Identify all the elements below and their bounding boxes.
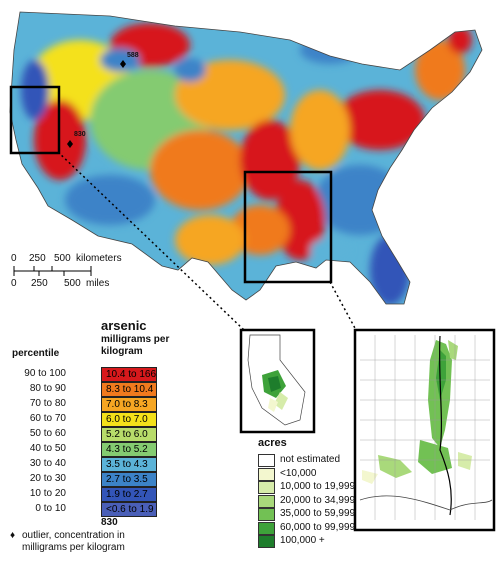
legend-swatch-2: 7.0 to 8.3 [101, 397, 157, 412]
inset-box-california [9, 85, 61, 155]
inset-mississippi [353, 328, 496, 532]
legend-range-7: 2.7 to 3.5 [106, 474, 148, 485]
legend-range-6: 3.5 to 4.3 [106, 459, 148, 470]
legend-percentile-5: 40 to 50 [29, 443, 66, 454]
us-arsenic-surface [10, 12, 482, 304]
legend-swatch-7: 2.7 to 3.5 [101, 472, 157, 487]
acres-label-5: 60,000 to 99,999 [280, 522, 356, 533]
acres-swatch-2 [258, 481, 275, 494]
acres-label-0: not estimated [280, 454, 341, 465]
legend-percentile-6: 30 to 40 [29, 458, 66, 469]
scale-km-label: kilometers [76, 253, 122, 264]
legend-percentile-4: 50 to 60 [29, 428, 66, 439]
legend-units-header: milligrams per kilogram [101, 334, 170, 357]
legend-percentile-3: 60 to 70 [29, 413, 66, 424]
acres-label-4: 35,000 to 59,999 [280, 508, 356, 519]
acres-label-3: 20,000 to 34,999 [280, 495, 356, 506]
scale-mi-250: 250 [31, 278, 48, 289]
legend-outlier-note: outlier, concentration in milligrams per… [22, 530, 125, 553]
legend-swatch-5: 4.3 to 5.2 [101, 442, 157, 457]
acres-swatch-4 [258, 508, 275, 521]
legend-range-9: <0.6 to 1.9 [106, 504, 154, 515]
legend-swatch-4: 5.2 to 6.0 [101, 427, 157, 442]
acres-swatch-5 [258, 522, 275, 535]
scale-km-250: 250 [29, 253, 46, 264]
legend-swatch-8: 1.9 to 2.7 [101, 487, 157, 502]
legend-percentile-0: 90 to 100 [24, 368, 66, 379]
scale-mi-label: miles [86, 278, 110, 289]
scale-bar [13, 266, 92, 276]
acres-legend-title: acres [258, 437, 287, 449]
acres-label-1: <10,000 [280, 468, 317, 479]
legend-swatch-9: <0.6 to 1.9 [101, 502, 157, 517]
acres-swatch-0 [258, 454, 275, 467]
acres-label-6: 100,000 + [280, 535, 325, 546]
scale-mi-0: 0 [11, 278, 17, 289]
legend-percentile-7: 20 to 30 [29, 473, 66, 484]
legend-swatch-6: 3.5 to 4.3 [101, 457, 157, 472]
legend-outlier-symbol: ♦ [10, 530, 16, 541]
acres-swatch-1 [258, 468, 275, 481]
legend-swatch-0: 10.4 to 166 [101, 367, 157, 382]
scale-km-0: 0 [11, 253, 17, 264]
legend-percentile-2: 70 to 80 [29, 398, 66, 409]
outlier-marker-2 [67, 140, 73, 148]
us-outline [9, 11, 483, 305]
inset-california [239, 328, 316, 434]
acres-label-2: 10,000 to 19,999 [280, 481, 356, 492]
legend-outlier-value: 830 [101, 517, 118, 528]
scale-mi-500: 500 [64, 278, 81, 289]
legend-range-1: 8.3 to 10.4 [106, 384, 154, 395]
legend-range-2: 7.0 to 8.3 [106, 399, 148, 410]
legend-percentile-9: 0 to 10 [35, 503, 66, 514]
outlier-label-2: 830 [74, 131, 86, 138]
legend-range-8: 1.9 to 2.7 [106, 489, 148, 500]
legend-swatch-3: 6.0 to 7.0 [101, 412, 157, 427]
inset-box-mississippi [243, 170, 333, 284]
scale-km-500: 500 [54, 253, 71, 264]
acres-swatch-6 [258, 535, 275, 548]
legend-percentile-header: percentile [12, 348, 60, 359]
legend-range-5: 4.3 to 5.2 [106, 444, 148, 455]
legend-range-3: 6.0 to 7.0 [106, 414, 148, 425]
legend-range-4: 5.2 to 6.0 [106, 429, 148, 440]
legend-percentile-1: 80 to 90 [29, 383, 66, 394]
outlier-label-1: 588 [127, 52, 139, 59]
legend-title: arsenic [101, 318, 147, 333]
legend-range-0: 10.4 to 166 [106, 369, 157, 380]
legend-percentile-8: 10 to 20 [29, 488, 66, 499]
outlier-marker-1 [120, 60, 126, 68]
legend-swatch-1: 8.3 to 10.4 [101, 382, 157, 397]
acres-swatch-3 [258, 495, 275, 508]
